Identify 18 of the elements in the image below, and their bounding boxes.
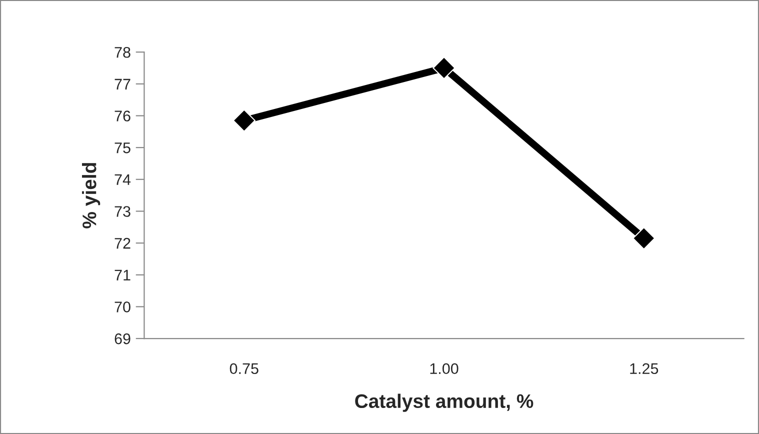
x-axis-title: Catalyst amount, % (355, 394, 534, 412)
y-tick-label: 75 (114, 142, 130, 154)
y-tick-label: 73 (114, 206, 130, 217)
x-tick-label: 1.25 (630, 363, 658, 374)
y-tick-label: 69 (114, 333, 130, 344)
y-axis-title: % yield (82, 163, 100, 228)
x-tick-label: 0.75 (230, 363, 258, 374)
y-tick-label: 70 (114, 302, 130, 312)
y-tick-label: 78 (114, 46, 130, 58)
y-tick-label: 74 (114, 174, 131, 185)
y-tick-label: 71 (114, 270, 130, 280)
point (432, 56, 456, 80)
y-tick-label: 76 (114, 110, 130, 122)
y-tick-label: 77 (114, 78, 130, 90)
x-tick-label: 1.00 (430, 363, 458, 374)
point (632, 226, 656, 250)
y-tick-label: 72 (114, 238, 130, 249)
point (232, 109, 256, 132)
